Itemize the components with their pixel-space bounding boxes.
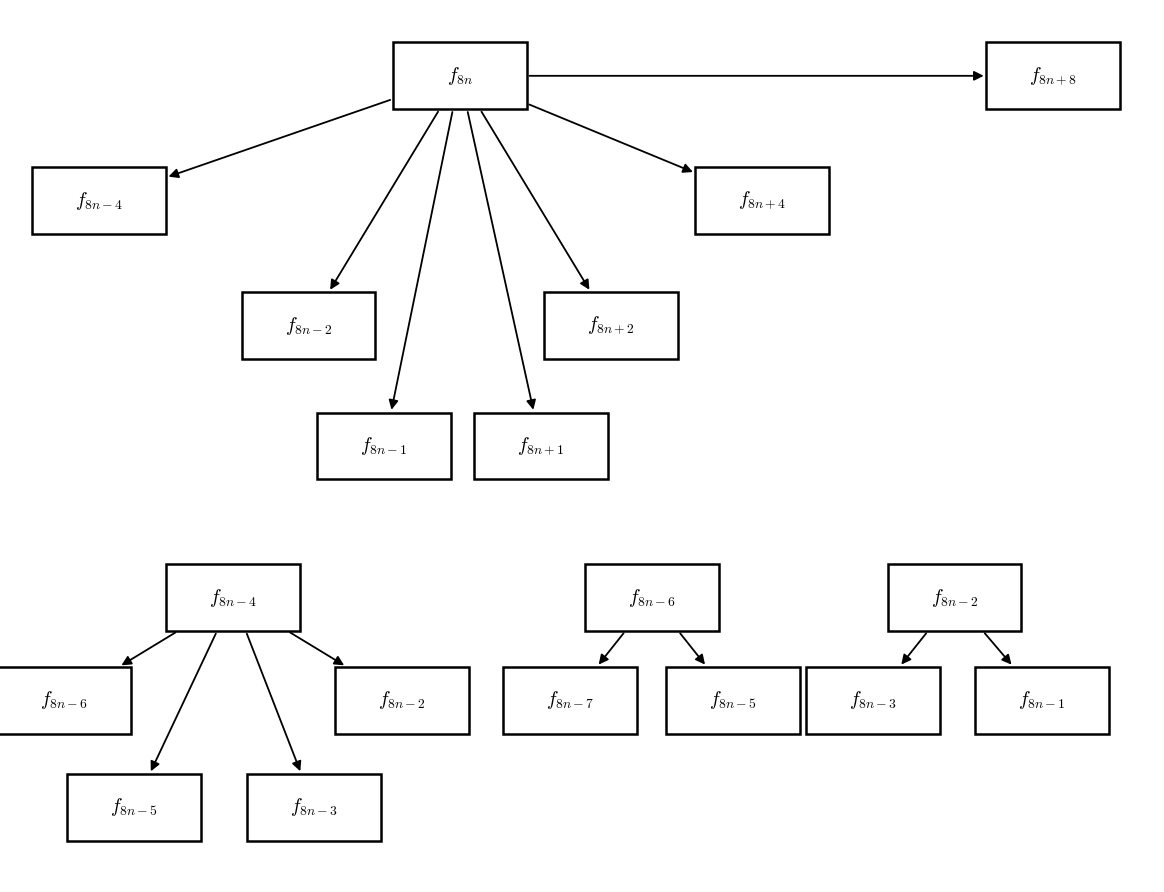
Text: $f_{8n-5}$: $f_{8n-5}$ bbox=[709, 690, 758, 711]
Text: $f_{8n-6}$: $f_{8n-6}$ bbox=[627, 587, 676, 608]
Text: $f_{8n}$: $f_{8n}$ bbox=[447, 65, 473, 87]
Bar bbox=[33, 168, 165, 234]
Bar bbox=[585, 564, 719, 632]
Bar bbox=[0, 667, 132, 733]
Text: $f_{8n-3}$: $f_{8n-3}$ bbox=[290, 797, 339, 818]
Bar bbox=[887, 564, 1022, 632]
Bar bbox=[696, 168, 829, 234]
Bar bbox=[165, 564, 300, 632]
Bar bbox=[503, 667, 638, 733]
Bar bbox=[987, 42, 1120, 109]
Bar bbox=[335, 667, 468, 733]
Text: $f_{8n-6}$: $f_{8n-6}$ bbox=[40, 690, 88, 711]
Text: $f_{8n-2}$: $f_{8n-2}$ bbox=[930, 587, 979, 608]
Bar bbox=[545, 293, 677, 359]
Text: $f_{8n-4}$: $f_{8n-4}$ bbox=[74, 190, 123, 211]
Text: $f_{8n-7}$: $f_{8n-7}$ bbox=[546, 690, 595, 711]
Text: $f_{8n-1}$: $f_{8n-1}$ bbox=[1018, 690, 1065, 711]
Text: $f_{8n-2}$: $f_{8n-2}$ bbox=[377, 690, 426, 711]
Text: $f_{8n-2}$: $f_{8n-2}$ bbox=[284, 315, 333, 336]
Text: $f_{8n+1}$: $f_{8n+1}$ bbox=[518, 435, 565, 457]
Bar bbox=[248, 773, 382, 840]
Text: $f_{8n+8}$: $f_{8n+8}$ bbox=[1029, 65, 1078, 87]
Bar bbox=[242, 293, 375, 359]
Bar bbox=[393, 42, 526, 109]
Text: $f_{8n+2}$: $f_{8n+2}$ bbox=[587, 315, 636, 336]
Text: $f_{8n-4}$: $f_{8n-4}$ bbox=[208, 587, 257, 608]
Bar bbox=[975, 667, 1108, 733]
Bar bbox=[317, 412, 450, 480]
Bar bbox=[68, 773, 201, 840]
Bar bbox=[666, 667, 801, 733]
Text: $f_{8n+4}$: $f_{8n+4}$ bbox=[738, 190, 787, 211]
Text: $f_{8n-5}$: $f_{8n-5}$ bbox=[109, 797, 158, 818]
Bar bbox=[805, 667, 941, 733]
Bar bbox=[475, 412, 609, 480]
Text: $f_{8n-3}$: $f_{8n-3}$ bbox=[849, 690, 897, 711]
Text: $f_{8n-1}$: $f_{8n-1}$ bbox=[361, 435, 407, 457]
